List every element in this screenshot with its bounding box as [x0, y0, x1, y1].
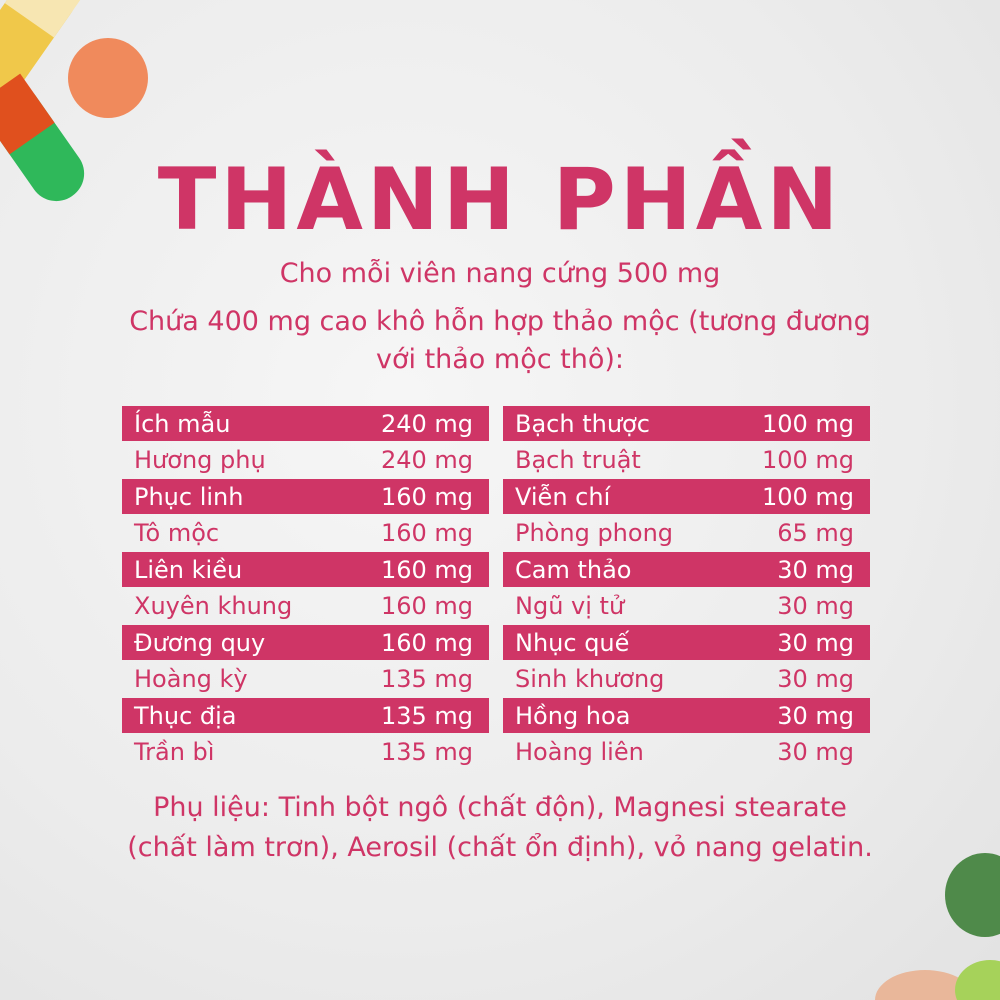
ingredient-row: Tô mộc 160 mg	[122, 516, 489, 551]
subtitle-line-2: Chứa 400 mg cao khô hỗn hợp thảo mộc (tư…	[129, 306, 871, 337]
ingredient-amount: 30 mg	[777, 555, 854, 584]
pills-decoration-bottom-right	[875, 853, 1000, 1000]
ingredient-name: Hoàng liên	[515, 738, 644, 766]
ingredient-row: Đương quy 160 mg	[122, 625, 489, 660]
excipients-line-2: (chất làm trơn), Aerosil (chất ổn định),…	[127, 832, 873, 863]
ingredient-row: Ích mẫu 240 mg	[122, 406, 489, 441]
ingredient-amount: 30 mg	[777, 628, 854, 657]
ingredient-amount: 135 mg	[380, 665, 473, 693]
ingredient-amount: 30 mg	[777, 665, 854, 693]
ingredient-row: Phục linh 160 mg	[122, 479, 489, 514]
ingredient-name: Phục linh	[134, 482, 244, 511]
ingredient-amount: 30 mg	[777, 738, 854, 766]
ingredient-name: Bạch truật	[515, 446, 641, 474]
ingredient-name: Đương quy	[134, 628, 266, 657]
ingredient-name: Viễn chí	[515, 482, 611, 511]
ingredient-amount: 240 mg	[380, 409, 473, 438]
ingredient-row: Bạch truật 100 mg	[503, 443, 870, 478]
ingredient-row: Bạch thược 100 mg	[503, 406, 870, 441]
ingredient-amount: 100 mg	[761, 409, 854, 438]
ingredient-name: Thục địa	[134, 701, 237, 730]
ingredient-name: Hồng hoa	[515, 701, 631, 730]
ingredient-amount: 160 mg	[380, 555, 473, 584]
subtitle-line-1: Cho mỗi viên nang cứng 500 mg	[279, 258, 721, 289]
ingredient-name: Phòng phong	[515, 519, 674, 547]
ingredient-row: Hoàng kỳ 135 mg	[122, 662, 489, 697]
ingredient-row: Ngũ vị tử 30 mg	[503, 589, 870, 624]
lime-pill-icon	[955, 960, 1000, 1000]
yellow-capsule-icon	[0, 0, 89, 100]
ingredient-amount: 135 mg	[380, 701, 473, 730]
ingredient-amount: 100 mg	[761, 446, 854, 474]
ingredient-amount: 30 mg	[777, 701, 854, 730]
ingredient-name: Hương phụ	[134, 446, 266, 474]
ingredient-name: Xuyên khung	[134, 592, 293, 620]
ingredient-amount: 135 mg	[380, 738, 473, 766]
ingredient-amount: 240 mg	[380, 446, 473, 474]
page-title: THÀNH PHẦN	[157, 150, 843, 250]
pills-decoration-top-left	[0, 0, 148, 202]
ingredient-row: Xuyên khung 160 mg	[122, 589, 489, 624]
ingredients-right-column: Bạch thược 100 mg Bạch truật 100 mg Viễn chí…	[503, 406, 870, 771]
ingredient-name: Bạch thược	[515, 409, 650, 438]
ingredient-name: Hoàng kỳ	[134, 665, 248, 693]
ingredient-amount: 160 mg	[380, 519, 473, 547]
ingredient-name: Ngũ vị tử	[515, 592, 625, 620]
ingredient-amount: 160 mg	[380, 592, 473, 620]
peach-pill-icon	[875, 970, 975, 1000]
ingredient-row: Nhục quế 30 mg	[503, 625, 870, 660]
ingredient-name: Nhục quế	[515, 628, 630, 657]
ingredients-left-column: Ích mẫu 240 mg Hương phụ 240 mg Phục linh 160…	[122, 406, 489, 771]
ingredient-row: Liên kiều 160 mg	[122, 552, 489, 587]
ingredient-row: Hoàng liên 30 mg	[503, 735, 870, 770]
ingredient-row: Hồng hoa 30 mg	[503, 698, 870, 733]
subtitle-line-3: với thảo mộc thô):	[375, 344, 625, 375]
ingredient-row: Sinh khương 30 mg	[503, 662, 870, 697]
green-pill-icon	[945, 853, 1000, 937]
red-green-capsule-icon	[0, 73, 85, 202]
ingredient-row: Thục địa 135 mg	[122, 698, 489, 733]
orange-pill-icon	[68, 38, 148, 118]
ingredient-name: Liên kiều	[134, 555, 243, 584]
ingredient-row: Cam thảo 30 mg	[503, 552, 870, 587]
ingredient-amount: 100 mg	[761, 482, 854, 511]
ingredient-row: Viễn chí 100 mg	[503, 479, 870, 514]
excipients-line-1: Phụ liệu: Tinh bột ngô (chất độn), Magne…	[153, 792, 847, 823]
excipients-note: Phụ liệu: Tinh bột ngô (chất độn), Magne…	[0, 788, 1000, 868]
ingredient-row: Phòng phong 65 mg	[503, 516, 870, 551]
ingredient-amount: 30 mg	[777, 592, 854, 620]
ingredient-name: Ích mẫu	[134, 409, 231, 438]
ingredient-row: Trần bì 135 mg	[122, 735, 489, 770]
ingredient-amount: 160 mg	[380, 482, 473, 511]
ingredient-amount: 160 mg	[380, 628, 473, 657]
ingredient-row: Hương phụ 240 mg	[122, 443, 489, 478]
ingredient-name: Tô mộc	[134, 519, 220, 547]
ingredient-name: Trần bì	[134, 738, 215, 766]
ingredient-amount: 65 mg	[777, 519, 854, 547]
ingredient-name: Sinh khương	[515, 665, 665, 693]
ingredient-name: Cam thảo	[515, 555, 632, 584]
